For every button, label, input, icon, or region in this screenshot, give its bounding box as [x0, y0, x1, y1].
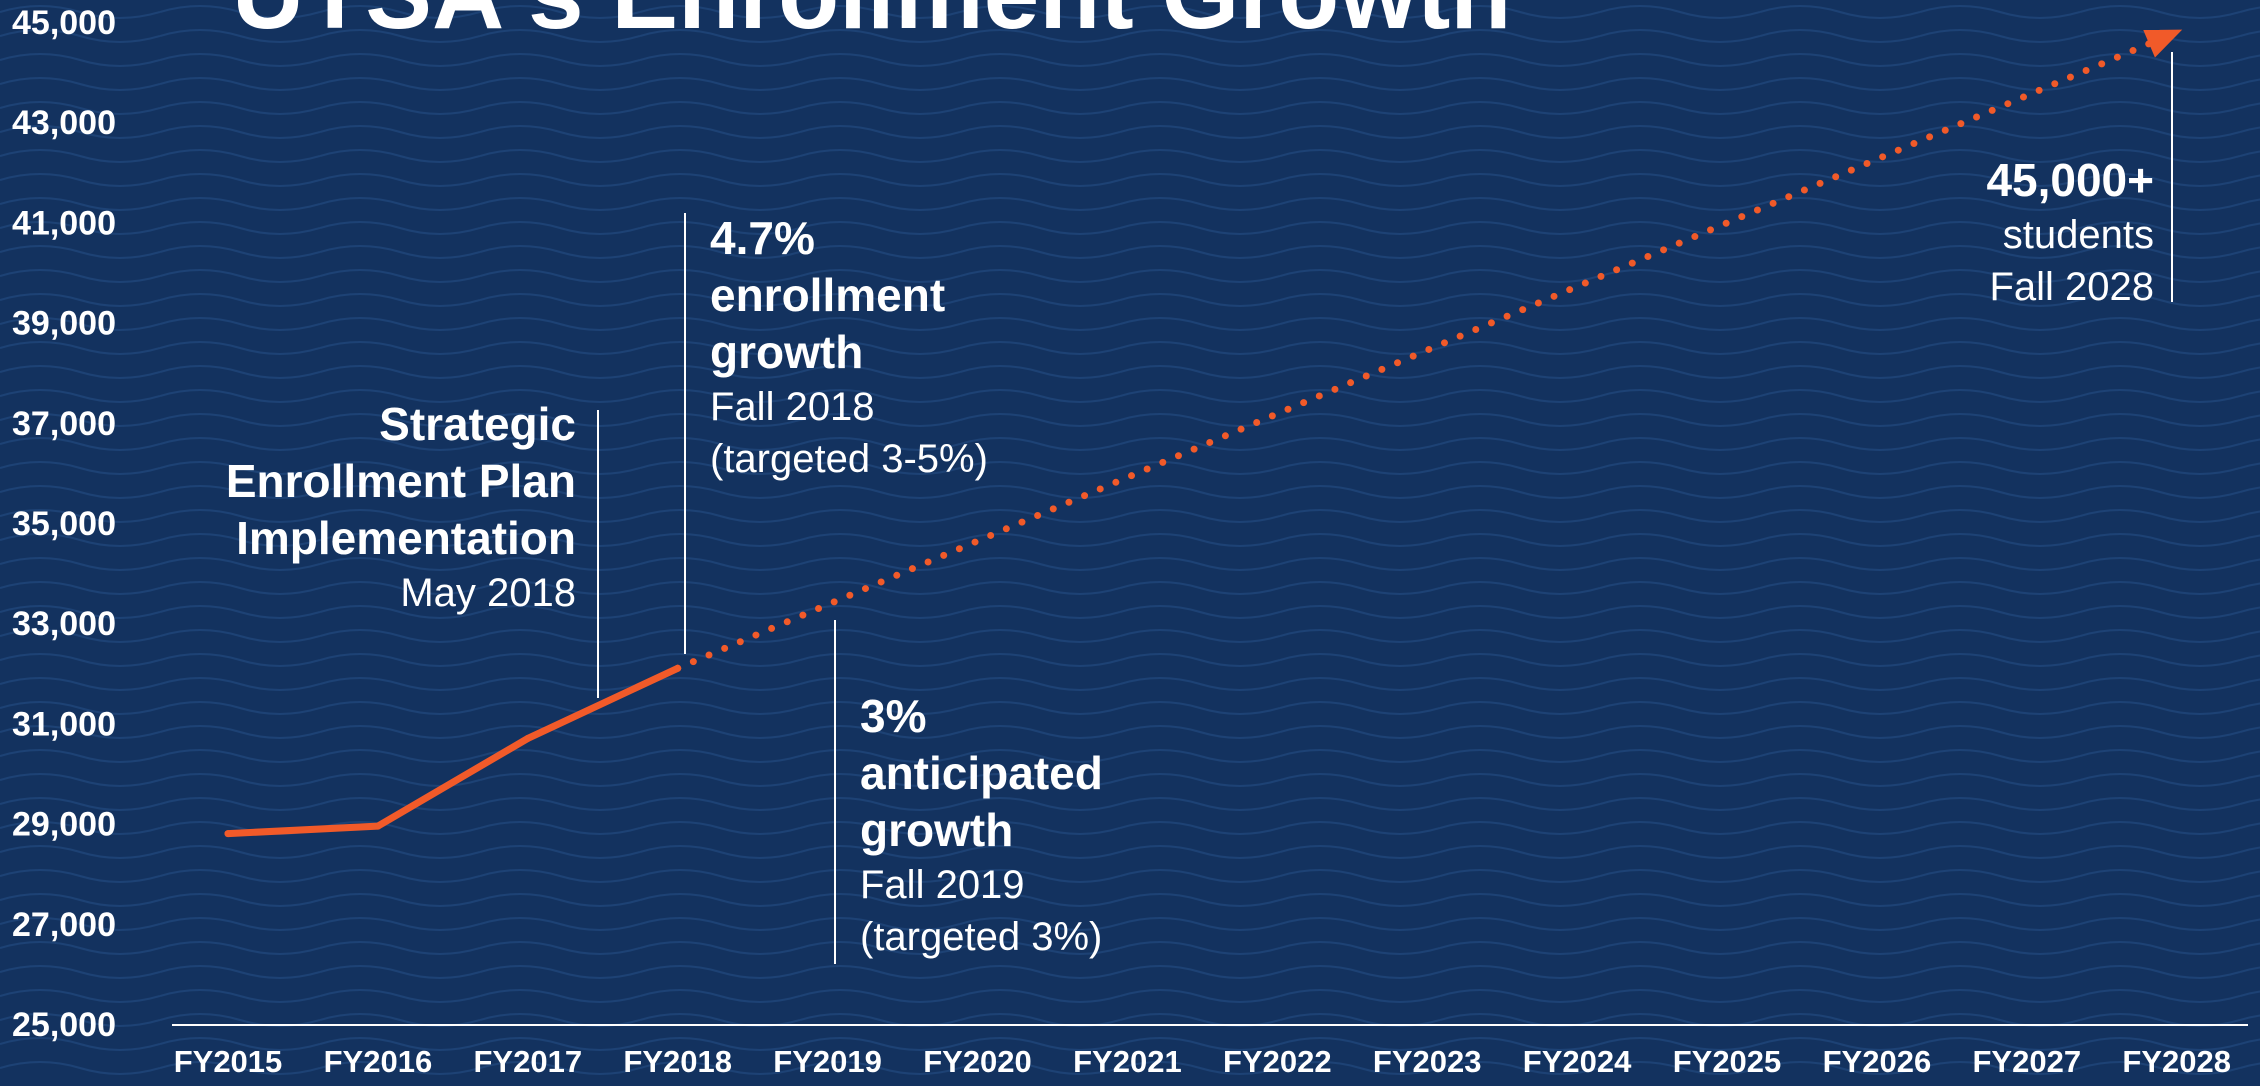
annotation-line: enrollment [710, 269, 945, 321]
y-tick-label: 43,000 [12, 104, 116, 142]
x-tick-label: FY2027 [1973, 1044, 2082, 1079]
annotation-line: 45,000+ [1986, 154, 2154, 206]
annotation-line: Implementation [236, 512, 576, 564]
y-tick-label: 45,000 [12, 4, 116, 42]
y-tick-label: 41,000 [12, 204, 116, 242]
x-tick-label: FY2019 [773, 1044, 882, 1079]
x-tick-label: FY2016 [324, 1044, 433, 1079]
x-tick-label: FY2026 [1823, 1044, 1932, 1079]
y-tick-label: 33,000 [12, 605, 116, 643]
y-tick-label: 27,000 [12, 906, 116, 944]
annotation-line: Fall 2018 [710, 385, 875, 429]
annotation-line: growth [860, 804, 1013, 856]
x-tick-label: FY2015 [174, 1044, 283, 1079]
x-tick-label: FY2022 [1223, 1044, 1332, 1079]
data-point [224, 830, 232, 838]
annotation-line: Fall 2028 [1989, 265, 2154, 309]
annotation-line: (targeted 3%) [860, 915, 1102, 959]
y-tick-label: 37,000 [12, 405, 116, 443]
annotation-line: 4.7% [710, 212, 815, 264]
annotation-line: students [2003, 213, 2154, 257]
projection-arrowhead [2143, 29, 2183, 58]
x-tick-label: FY2018 [623, 1044, 732, 1079]
x-axis: FY2015 FY2016 FY2017 FY2018 FY2019 FY2020 FY20… [172, 1024, 2248, 1079]
y-tick-label: 25,000 [12, 1006, 116, 1044]
x-tick-label: FY2025 [1673, 1044, 1782, 1079]
x-tick-label: FY2028 [2122, 1044, 2231, 1079]
data-point [374, 822, 382, 830]
x-tick-label: FY2021 [1073, 1044, 1182, 1079]
y-tick-label: 29,000 [12, 806, 116, 844]
annotation-line: Enrollment Plan [226, 455, 576, 507]
annotation-line: (targeted 3-5%) [710, 437, 988, 481]
annotation-line: 3% [860, 690, 926, 742]
actual-enrollment-line [224, 664, 682, 838]
chart-title: UTSA's Enrollment Growth [232, 0, 1511, 50]
y-tick-label: 39,000 [12, 305, 116, 343]
projected-enrollment-line [674, 39, 2155, 672]
y-tick-label: 35,000 [12, 505, 116, 543]
annotation-line: Strategic [379, 398, 576, 450]
x-tick-label: FY2024 [1523, 1044, 1632, 1079]
annotation-line: Fall 2019 [860, 863, 1025, 907]
x-tick-label: FY2017 [474, 1044, 583, 1079]
series-layer [224, 29, 2183, 838]
y-tick-label: 31,000 [12, 705, 116, 743]
annotation-line: May 2018 [400, 571, 576, 615]
y-axis: 25,000 27,000 29,000 31,000 33,000 35,000 37,0… [12, 4, 116, 1044]
annotation-line: anticipated [860, 747, 1103, 799]
data-point [524, 734, 532, 742]
x-tick-label: FY2023 [1373, 1044, 1482, 1079]
annotation-line: growth [710, 326, 863, 378]
x-tick-label: FY2020 [923, 1044, 1032, 1079]
